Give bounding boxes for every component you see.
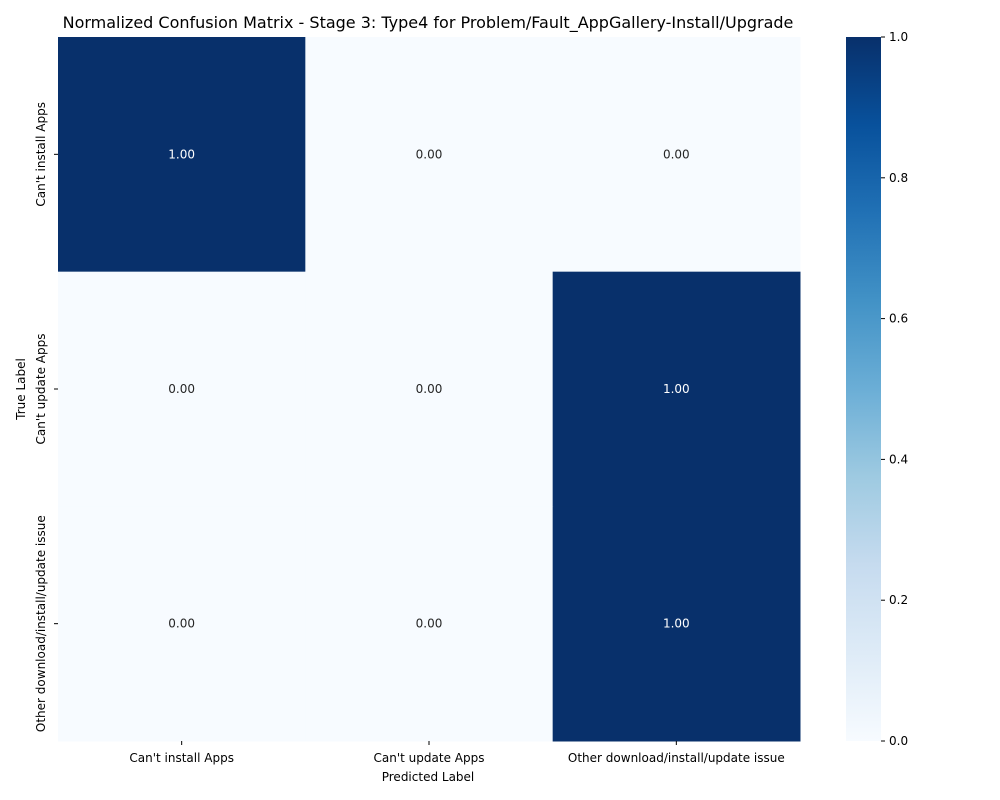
heatmap-cells: 1.00 0.00 0.00 0.00 0.00 1.00 0.00 0.00 1.00	[58, 37, 801, 742]
cell-value-label: 0.00	[416, 147, 443, 161]
y-tick-label: Can't install Apps	[34, 102, 48, 207]
cell-value-label: 1.00	[663, 617, 690, 631]
heatmap-cell	[305, 37, 554, 273]
heatmap-cell	[58, 37, 306, 273]
y-tick-label: Can't update Apps	[34, 334, 48, 445]
heatmap-cell	[58, 271, 306, 507]
x-axis-label: Predicted Label	[382, 770, 475, 784]
x-tick-label: Other download/install/update issue	[568, 751, 785, 765]
x-tick-label: Can't update Apps	[374, 751, 485, 765]
colorbar	[846, 37, 881, 741]
colorbar-tick-label: 1.0	[889, 30, 908, 44]
cell-value-label: 1.00	[168, 147, 195, 161]
chart-title: Normalized Confusion Matrix - Stage 3: T…	[63, 13, 794, 33]
cell-value-label: 0.00	[168, 382, 195, 396]
x-axis-ticks: Can't install Apps Can't update Apps Other…	[129, 741, 785, 765]
cell-value-label: 0.00	[168, 617, 195, 631]
y-tick-label: Other download/install/update issue	[34, 515, 48, 732]
cell-value-label: 0.00	[416, 382, 443, 396]
colorbar-tick-label: 0.8	[889, 171, 908, 185]
colorbar-tick-label: 0.4	[889, 452, 908, 466]
cell-value-label: 0.00	[663, 147, 690, 161]
colorbar-tick-label: 0.2	[889, 593, 908, 607]
colorbar-ticks: 0.0 0.2 0.4 0.6 0.8 1.0	[881, 30, 908, 748]
colorbar-tick-label: 0.6	[889, 312, 908, 326]
heatmap-cell	[552, 37, 801, 273]
heatmap-cell	[552, 506, 801, 742]
heatmap-cell	[58, 506, 306, 742]
heatmap-cell	[305, 271, 554, 507]
y-axis-label: True Label	[14, 358, 28, 421]
y-axis-ticks: Can't install Apps Can't update Apps Other…	[34, 102, 58, 732]
heatmap-cell	[305, 506, 554, 742]
heatmap-cell	[552, 271, 801, 507]
cell-value-label: 1.00	[663, 382, 690, 396]
cell-value-label: 0.00	[416, 617, 443, 631]
x-tick-label: Can't install Apps	[129, 751, 234, 765]
colorbar-tick-label: 0.0	[889, 734, 908, 748]
